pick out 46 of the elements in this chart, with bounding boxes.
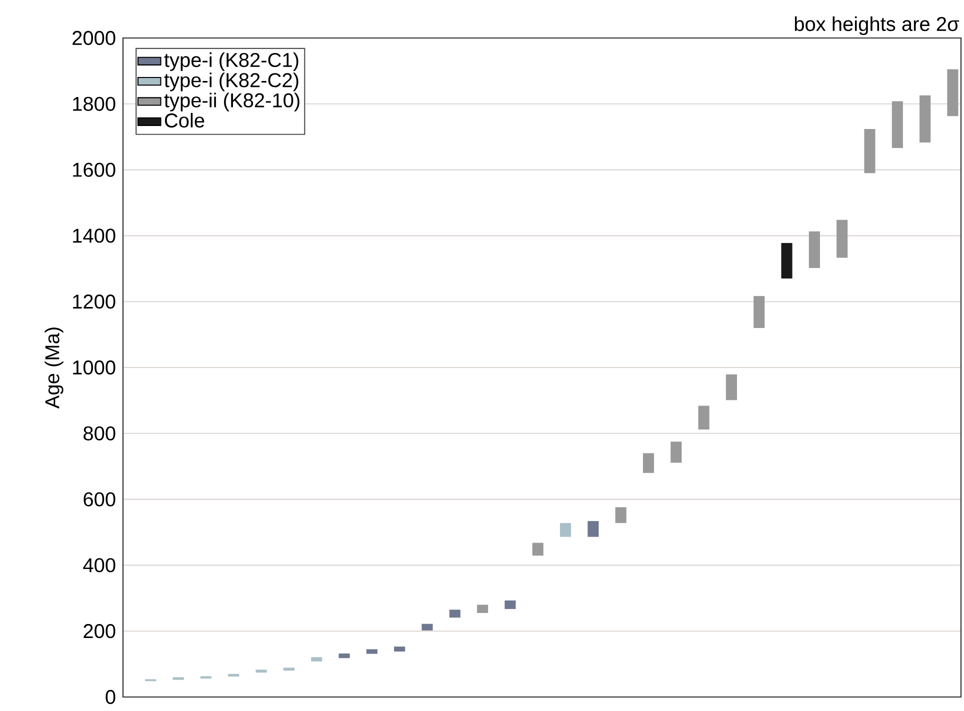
bar — [200, 676, 212, 679]
bar — [449, 610, 460, 618]
bar — [726, 374, 737, 400]
bar — [642, 453, 654, 473]
bar — [172, 677, 184, 680]
y-tick-label: 400 — [83, 558, 116, 572]
bar — [754, 296, 765, 328]
y-tick-label: 1000 — [73, 360, 116, 375]
bar — [836, 220, 848, 258]
bar — [615, 507, 626, 524]
bar — [422, 624, 433, 630]
legend-label: Cole — [164, 112, 204, 128]
bar — [311, 657, 322, 662]
bar — [228, 674, 240, 677]
y-tick-label: 1800 — [73, 96, 116, 111]
y-tick-label: 2000 — [72, 30, 116, 46]
bar — [698, 406, 710, 430]
legend-label: type-i (K82-C1) — [164, 52, 298, 72]
bar — [338, 654, 350, 658]
bar — [532, 542, 544, 556]
bar — [892, 101, 903, 148]
bar — [920, 95, 931, 142]
bar — [947, 69, 958, 116]
legend-label: type-ii (K82-10) — [164, 92, 300, 112]
y-axis-title: Age (Ma) — [44, 328, 64, 409]
bar — [366, 649, 378, 654]
y-tick-label: 200 — [84, 624, 116, 638]
y-tick-label: 800 — [84, 426, 116, 440]
y-tick-label: 600 — [84, 492, 116, 506]
bar — [394, 646, 406, 652]
bar — [560, 523, 572, 537]
bar — [670, 442, 682, 463]
bar — [256, 670, 267, 673]
y-tick-label: 1400 — [73, 228, 116, 243]
bar — [477, 604, 488, 613]
bar — [781, 242, 792, 279]
bar — [283, 668, 294, 671]
text: box heights are 2σ — [794, 16, 960, 36]
y-tick-label: 1200 — [73, 294, 116, 309]
y-tick-label: 0 — [106, 690, 116, 704]
bar — [808, 231, 820, 268]
bar — [588, 521, 599, 537]
y-tick-label: 1600 — [73, 162, 116, 177]
bar — [504, 600, 516, 610]
legend-label: type-i (K82-C2) — [164, 72, 298, 92]
bar — [864, 128, 876, 174]
